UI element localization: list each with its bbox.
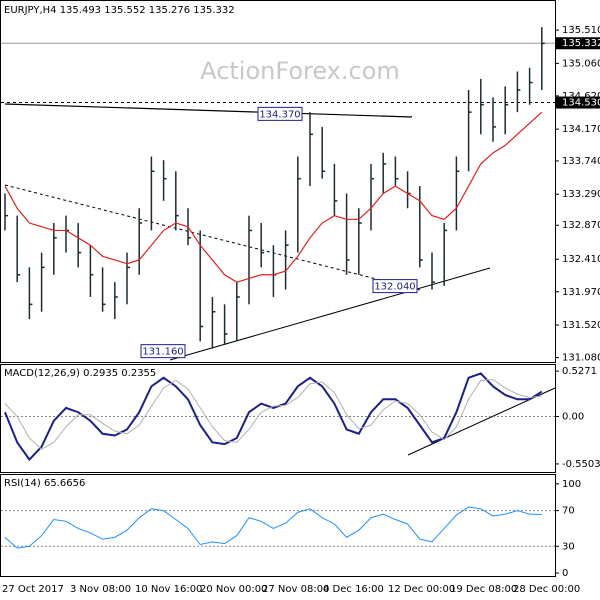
annotation: 134.370 [259, 109, 300, 120]
y-tick-label: -0.5503 [562, 459, 600, 470]
annotation: 132.040 [374, 282, 415, 293]
y-tick-label: 131.080 [562, 353, 600, 364]
price-label-box [556, 96, 600, 109]
y-tick-label: 133.290 [562, 189, 600, 200]
panel-title: RSI(14) 65.6656 [4, 478, 85, 489]
x-tick-label: 19 Dec 08:00 [450, 584, 517, 595]
trendline [4, 184, 421, 291]
y-tick-label: 30 [562, 541, 575, 552]
price-label: 135.332 [562, 38, 600, 49]
y-tick-label: 132.870 [562, 220, 600, 231]
y-tick-label: 134.170 [562, 124, 600, 135]
trendline [4, 103, 413, 118]
price-label: 134.530 [562, 98, 600, 109]
y-tick-label: 132.410 [562, 254, 600, 265]
trendline [169, 267, 491, 361]
series-line [4, 372, 543, 462]
y-tick-label: 134.620 [562, 91, 600, 102]
annotation-box [257, 106, 303, 121]
series-line [4, 378, 542, 450]
annotation-box [372, 279, 418, 294]
panel-title: MACD(12,26,9) 0.2935 0.2355 [4, 368, 156, 379]
y-tick-label: 135.060 [562, 58, 600, 69]
y-tick-label: 133.740 [562, 156, 600, 167]
annotation-box [140, 344, 186, 359]
x-tick-label: 4 Dec 16:00 [323, 584, 384, 595]
series-line [4, 111, 543, 283]
y-tick-label: 100 [562, 479, 581, 490]
x-tick-label: 27 Nov 08:00 [262, 584, 329, 595]
x-tick-label: 10 Nov 16:00 [135, 584, 202, 595]
chart-title: EURJPY,H4 135.493 135.552 135.276 135.33… [4, 5, 235, 16]
y-tick-label: 131.970 [562, 287, 600, 298]
x-tick-label: 3 Nov 08:00 [70, 584, 131, 595]
series-line [4, 506, 542, 549]
annotation: 131.160 [142, 347, 183, 358]
watermark: ActionForex.com [200, 57, 400, 85]
y-tick-label: 0.00 [562, 412, 584, 423]
x-tick-label: 27 Oct 2017 [2, 584, 64, 595]
y-tick-label: 0 [562, 568, 568, 579]
rsi-panel [0, 474, 556, 577]
price-label-box [556, 37, 600, 50]
x-tick-label: 28 Dec 00:00 [513, 584, 580, 595]
x-tick-label: 12 Dec 00:00 [388, 584, 455, 595]
y-tick-label: 0.5271 [562, 366, 597, 377]
macd-panel [0, 364, 556, 473]
y-tick-label: 135.510 [562, 25, 600, 36]
y-tick-label: 131.520 [562, 320, 600, 331]
x-tick-label: 20 Nov 00:00 [200, 584, 267, 595]
y-tick-label: 70 [562, 506, 575, 517]
price-panel [0, 0, 556, 363]
